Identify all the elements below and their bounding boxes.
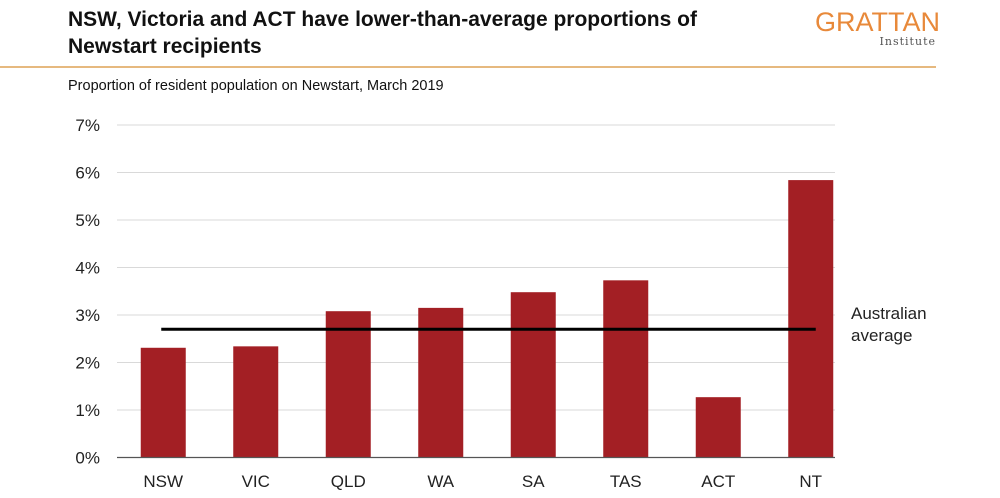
- grattan-logo: GRATTAN Institute: [780, 8, 940, 47]
- x-tick-label: SA: [522, 472, 545, 491]
- logo-subtext: Institute: [879, 35, 936, 48]
- bar-wa: [418, 307, 464, 458]
- chart-subtitle: Proportion of resident population on New…: [68, 78, 444, 94]
- bar-nt: [788, 180, 834, 458]
- y-tick-label: 6%: [75, 164, 100, 183]
- x-tick-label: WA: [427, 472, 454, 491]
- bar-tas: [603, 280, 649, 458]
- header-divider: [0, 66, 936, 68]
- bar-qld: [325, 311, 371, 458]
- y-tick-label: 7%: [75, 116, 100, 135]
- bar-nsw: [140, 347, 186, 458]
- y-tick-label: 3%: [75, 306, 100, 325]
- y-tick-label: 2%: [75, 354, 100, 373]
- australian-average-label: Australian average: [851, 304, 927, 345]
- y-tick-label: 1%: [75, 401, 100, 420]
- bar-sa: [510, 292, 556, 458]
- x-tick-label: TAS: [610, 472, 642, 491]
- x-tick-label: VIC: [242, 472, 270, 491]
- chart-title: NSW, Victoria and ACT have lower-than-av…: [68, 8, 697, 58]
- y-tick-label: 5%: [75, 211, 100, 230]
- y-tick-label: 4%: [75, 259, 100, 278]
- x-tick-label: NT: [799, 472, 822, 491]
- bar-vic: [233, 346, 279, 458]
- x-tick-label: NSW: [143, 472, 183, 491]
- bar-act: [695, 397, 741, 458]
- y-tick-label: 0%: [75, 449, 100, 468]
- x-tick-label: ACT: [701, 472, 735, 491]
- x-tick-label: QLD: [331, 472, 366, 491]
- logo-wordmark: GRATTAN: [815, 7, 940, 37]
